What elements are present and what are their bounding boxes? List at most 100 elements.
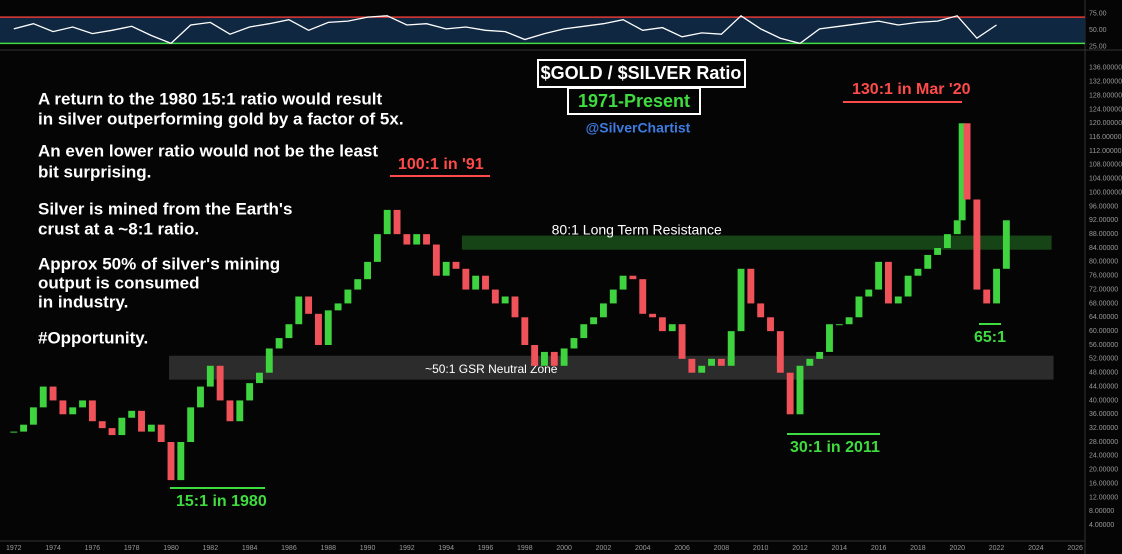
candle — [943, 234, 951, 248]
candle — [236, 400, 244, 422]
candle — [885, 261, 892, 304]
y-tick-label: 16.00000 — [1089, 480, 1118, 487]
y-tick-label: 36.00000 — [1089, 411, 1118, 418]
note-line: in industry. — [38, 292, 128, 311]
candle — [953, 220, 961, 235]
candle — [541, 351, 548, 366]
candle — [305, 296, 313, 314]
x-tick-label: 2006 — [674, 545, 690, 552]
candle — [757, 303, 765, 318]
x-tick-label: 1986 — [281, 545, 297, 552]
candle — [364, 261, 372, 280]
candle — [580, 324, 588, 339]
notes: A return to the 1980 15:1 ratio would re… — [38, 89, 404, 347]
candle — [265, 348, 273, 373]
note-line: crust at a ~8:1 ratio. — [38, 219, 199, 238]
candle — [423, 234, 430, 245]
y-tick-label: 108.00000 — [1089, 162, 1122, 169]
candle — [747, 268, 755, 304]
y-tick-label: 40.00000 — [1089, 397, 1118, 404]
candle — [904, 275, 912, 297]
candle — [39, 386, 47, 408]
y-tick-label: 24.00000 — [1089, 453, 1118, 460]
candle — [678, 324, 686, 359]
candle — [894, 296, 902, 304]
candle — [521, 317, 529, 345]
y-tick-label: 124.00000 — [1089, 106, 1122, 113]
candle — [609, 289, 617, 304]
note-line: #Opportunity. — [38, 328, 148, 347]
y-tick-label: 80.00000 — [1089, 259, 1118, 266]
candle — [727, 331, 735, 366]
candle — [560, 348, 568, 366]
candle — [826, 324, 833, 352]
candle — [796, 365, 804, 415]
y-tick-label: 92.00000 — [1089, 217, 1118, 224]
x-tick-label: 2008 — [714, 545, 730, 552]
note-line: in silver outperforming gold by a factor… — [38, 109, 404, 128]
y-tick-label: 44.00000 — [1089, 383, 1118, 390]
candle — [29, 407, 37, 425]
chart-subtitle: 1971-Present — [578, 91, 690, 111]
candle — [157, 424, 165, 442]
candle — [354, 279, 362, 290]
candle — [20, 424, 28, 432]
y-tick-label: 50.00 — [1089, 27, 1107, 34]
candle — [138, 410, 145, 432]
candle — [256, 372, 263, 384]
candle — [619, 275, 627, 290]
candle — [452, 261, 460, 269]
candle — [708, 358, 715, 366]
note-line: output is consumed — [38, 273, 200, 292]
candle — [216, 365, 224, 401]
annotation: 65:1 — [974, 329, 1006, 346]
candle — [128, 410, 136, 418]
x-tick-label: 2002 — [596, 545, 612, 552]
x-tick-label: 1992 — [399, 545, 415, 552]
candle — [629, 275, 637, 280]
candle — [658, 317, 666, 332]
candle — [206, 365, 214, 387]
candle — [958, 123, 966, 221]
y-tick-label: 104.00000 — [1089, 176, 1122, 183]
x-tick-label: 2022 — [989, 545, 1005, 552]
x-tick-label: 2016 — [871, 545, 887, 552]
candle — [246, 383, 254, 401]
candle — [737, 268, 745, 332]
candle — [442, 261, 450, 276]
x-tick-label: 1984 — [242, 545, 258, 552]
candle — [668, 324, 676, 332]
candle — [79, 400, 86, 408]
candle — [285, 324, 293, 339]
candle — [993, 268, 1000, 304]
candle — [177, 442, 185, 481]
x-tick-label: 1976 — [85, 545, 101, 552]
y-tick-label: 112.00000 — [1089, 148, 1122, 155]
candle — [187, 407, 195, 442]
candle — [550, 351, 558, 366]
candle — [983, 289, 991, 304]
candle — [118, 417, 126, 436]
candle — [275, 338, 283, 349]
annotation: 15:1 in 1980 — [176, 493, 267, 510]
candle — [373, 234, 381, 262]
candle — [491, 289, 499, 304]
note-line: Approx 50% of silver's mining — [38, 254, 280, 273]
y-tick-label: 8.00000 — [1089, 508, 1114, 515]
annotation: 100:1 in '91 — [398, 156, 484, 173]
y-tick-label: 52.00000 — [1089, 356, 1118, 363]
candle — [806, 358, 814, 366]
y-tick-label: 132.00000 — [1089, 79, 1122, 86]
x-tick-label: 2012 — [792, 545, 808, 552]
x-tick-label: 1980 — [163, 545, 179, 552]
x-tick-label: 1990 — [360, 545, 376, 552]
candle — [590, 317, 598, 325]
x-tick-label: 2004 — [635, 545, 651, 552]
candle — [344, 289, 352, 304]
x-tick-label: 1972 — [6, 545, 22, 552]
candle — [717, 358, 725, 366]
y-tick-label: 88.00000 — [1089, 231, 1118, 238]
candle — [482, 275, 489, 290]
candle — [98, 421, 106, 429]
